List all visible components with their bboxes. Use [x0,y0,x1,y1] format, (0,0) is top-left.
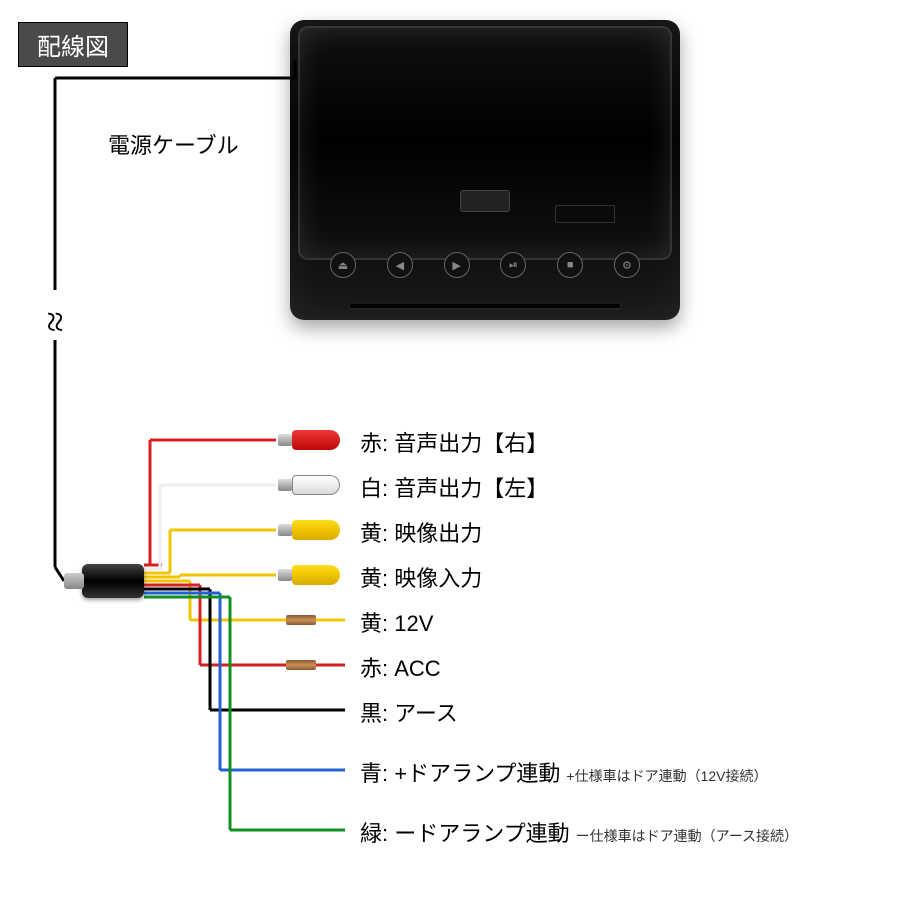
green-door-label: 緑: ードアランプ連動ー仕様車はドア連動（アース接続） [360,816,798,848]
blue-door-sublabel: +仕様車はドア連動（12V接続） [566,768,767,784]
blue-door-label: 青: +ドアランプ連動+仕様車はドア連動（12V接続） [360,756,768,788]
red-audio-r-label: 赤: 音声出力【右】 [360,426,548,458]
harness-connector [82,564,144,598]
yellow-12v-fuse [286,615,316,625]
green-door-sublabel: ー仕様車はドア連動（アース接続） [576,828,798,844]
yellow-vout-label: 黄: 映像出力 [360,516,482,548]
yellow-vin-rca-plug [292,565,340,585]
red-acc-fuse [286,660,316,670]
yellow-vin-label: 黄: 映像入力 [360,561,482,593]
yellow-vout-rca-plug [292,520,340,540]
white-audio-l-label: 白: 音声出力【左】 [360,471,548,503]
harness-connector-tip [64,573,84,589]
white-audio-l-rca-plug [292,475,340,495]
red-acc-label: 赤: ACC [360,651,441,683]
yellow-12v-label: 黄: 12V [360,606,433,638]
black-gnd-label: 黒: アース [360,696,458,728]
red-audio-r-rca-plug [292,430,340,450]
